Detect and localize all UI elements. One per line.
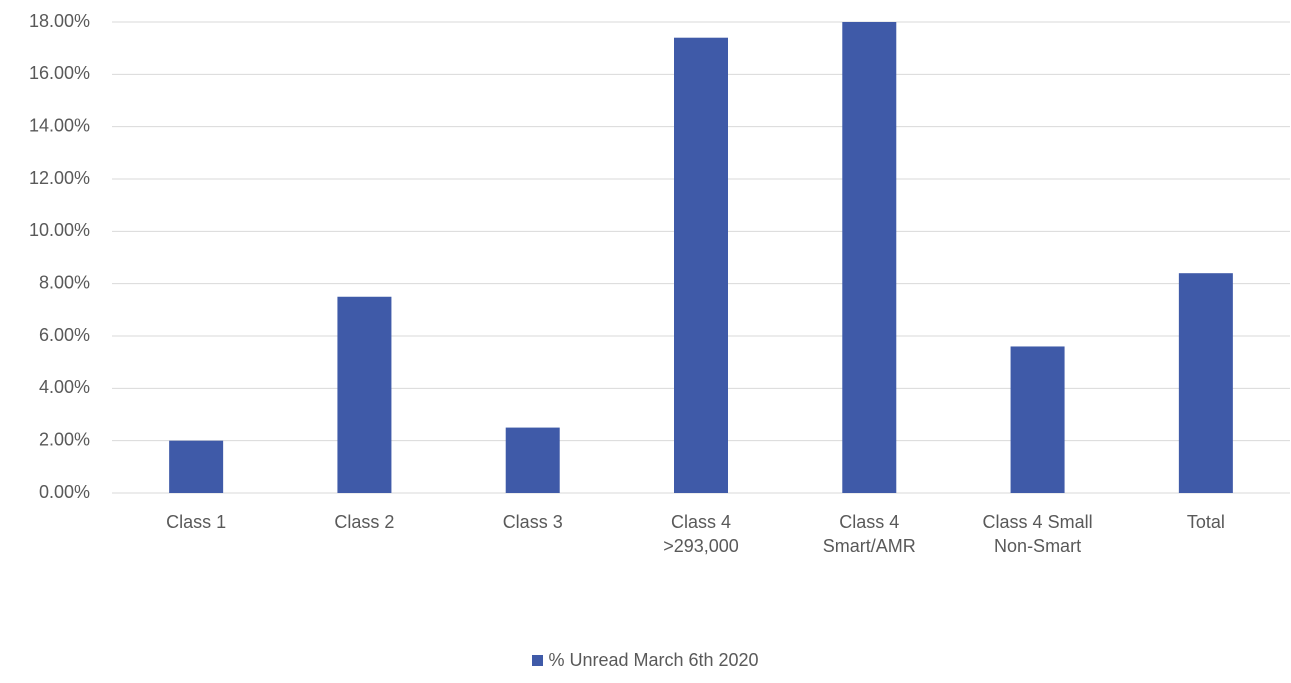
y-tick-label: 0.00% (39, 482, 90, 502)
y-tick-label: 10.00% (29, 220, 90, 240)
x-tick-label: Class 2 (304, 510, 424, 534)
y-tick-label: 8.00% (39, 272, 90, 292)
bar (506, 428, 560, 493)
y-tick-label: 14.00% (29, 115, 90, 135)
x-tick-label: Class 3 (473, 510, 593, 534)
bar (1179, 273, 1233, 493)
chart: 0.00% 2.00% 4.00% 6.00% 8.00% 10.00% 12.00% 14.… (0, 0, 1291, 683)
legend-label: % Unread March 6th 2020 (548, 650, 758, 670)
x-tick-label: Class 1 (136, 510, 256, 534)
bar (674, 38, 728, 493)
y-tick-label: 2.00% (39, 429, 90, 449)
x-tick-label: Class 4 >293,000 (641, 510, 761, 558)
bar (337, 297, 391, 493)
bar (842, 22, 896, 493)
y-tick-label: 12.00% (29, 168, 90, 188)
x-tick-label: Class 4 Smart/AMR (809, 510, 929, 558)
x-tick-label: Total (1146, 510, 1266, 534)
bar (169, 441, 223, 493)
legend-swatch (532, 655, 543, 666)
bar (1011, 346, 1065, 493)
y-tick-label: 16.00% (29, 63, 90, 83)
y-tick-label: 6.00% (39, 325, 90, 345)
legend: % Unread March 6th 2020 (0, 650, 1291, 671)
page: 0.00% 2.00% 4.00% 6.00% 8.00% 10.00% 12.00% 14.… (0, 0, 1291, 683)
y-tick-label: 18.00% (29, 11, 90, 31)
y-tick-label: 4.00% (39, 377, 90, 397)
x-tick-label: Class 4 Small Non-Smart (978, 510, 1098, 558)
